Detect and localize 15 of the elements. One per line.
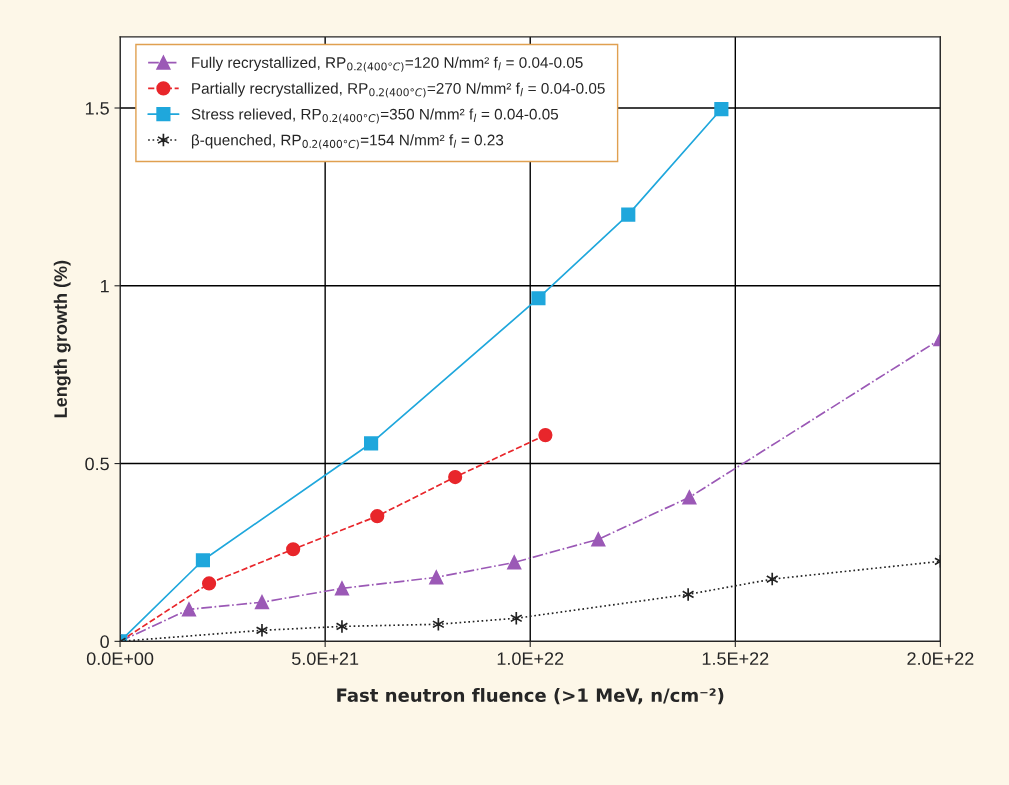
- y-tick-label: 0: [100, 635, 109, 649]
- x-tick-label: 0.0E+00: [86, 652, 154, 666]
- y-tick-label: 1: [100, 279, 109, 293]
- legend-label: Fully recrystallized, RP$_{0.2(400°C)}$=120 N/mm² f$_{l}$ = 0.04-0.05: [192, 56, 583, 72]
- x-tick-label: 1.0E+22: [497, 652, 564, 666]
- legend-label: Partially recrystallized, RP$_{0.2(400°C)}$=270 N/mm² f$_{l}$ = 0.04-0.05: [192, 82, 605, 98]
- x-tick-label: 2.0E+22: [907, 652, 974, 666]
- y-axis-title: Length growth (%): [53, 260, 71, 418]
- x-axis-title: Fast neutron fluence (>1 MeV, n/cm⁻²): [337, 688, 724, 705]
- legend-label: Stress relieved, RP$_{0.2(400°C)}$=350 N/mm² f$_{l}$ = 0.04-0.05: [191, 108, 559, 124]
- y-tick-label: 1.5: [85, 102, 109, 115]
- x-tick-label: 5.0E+21: [291, 652, 359, 666]
- legend-label: β-quenched, RP$_{0.2(400°C)}$=154 N/mm² f$_{l}$ = 0.23: [191, 134, 504, 150]
- y-tick-label: 0.5: [85, 457, 109, 471]
- x-tick-label: 1.5E+22: [702, 652, 769, 666]
